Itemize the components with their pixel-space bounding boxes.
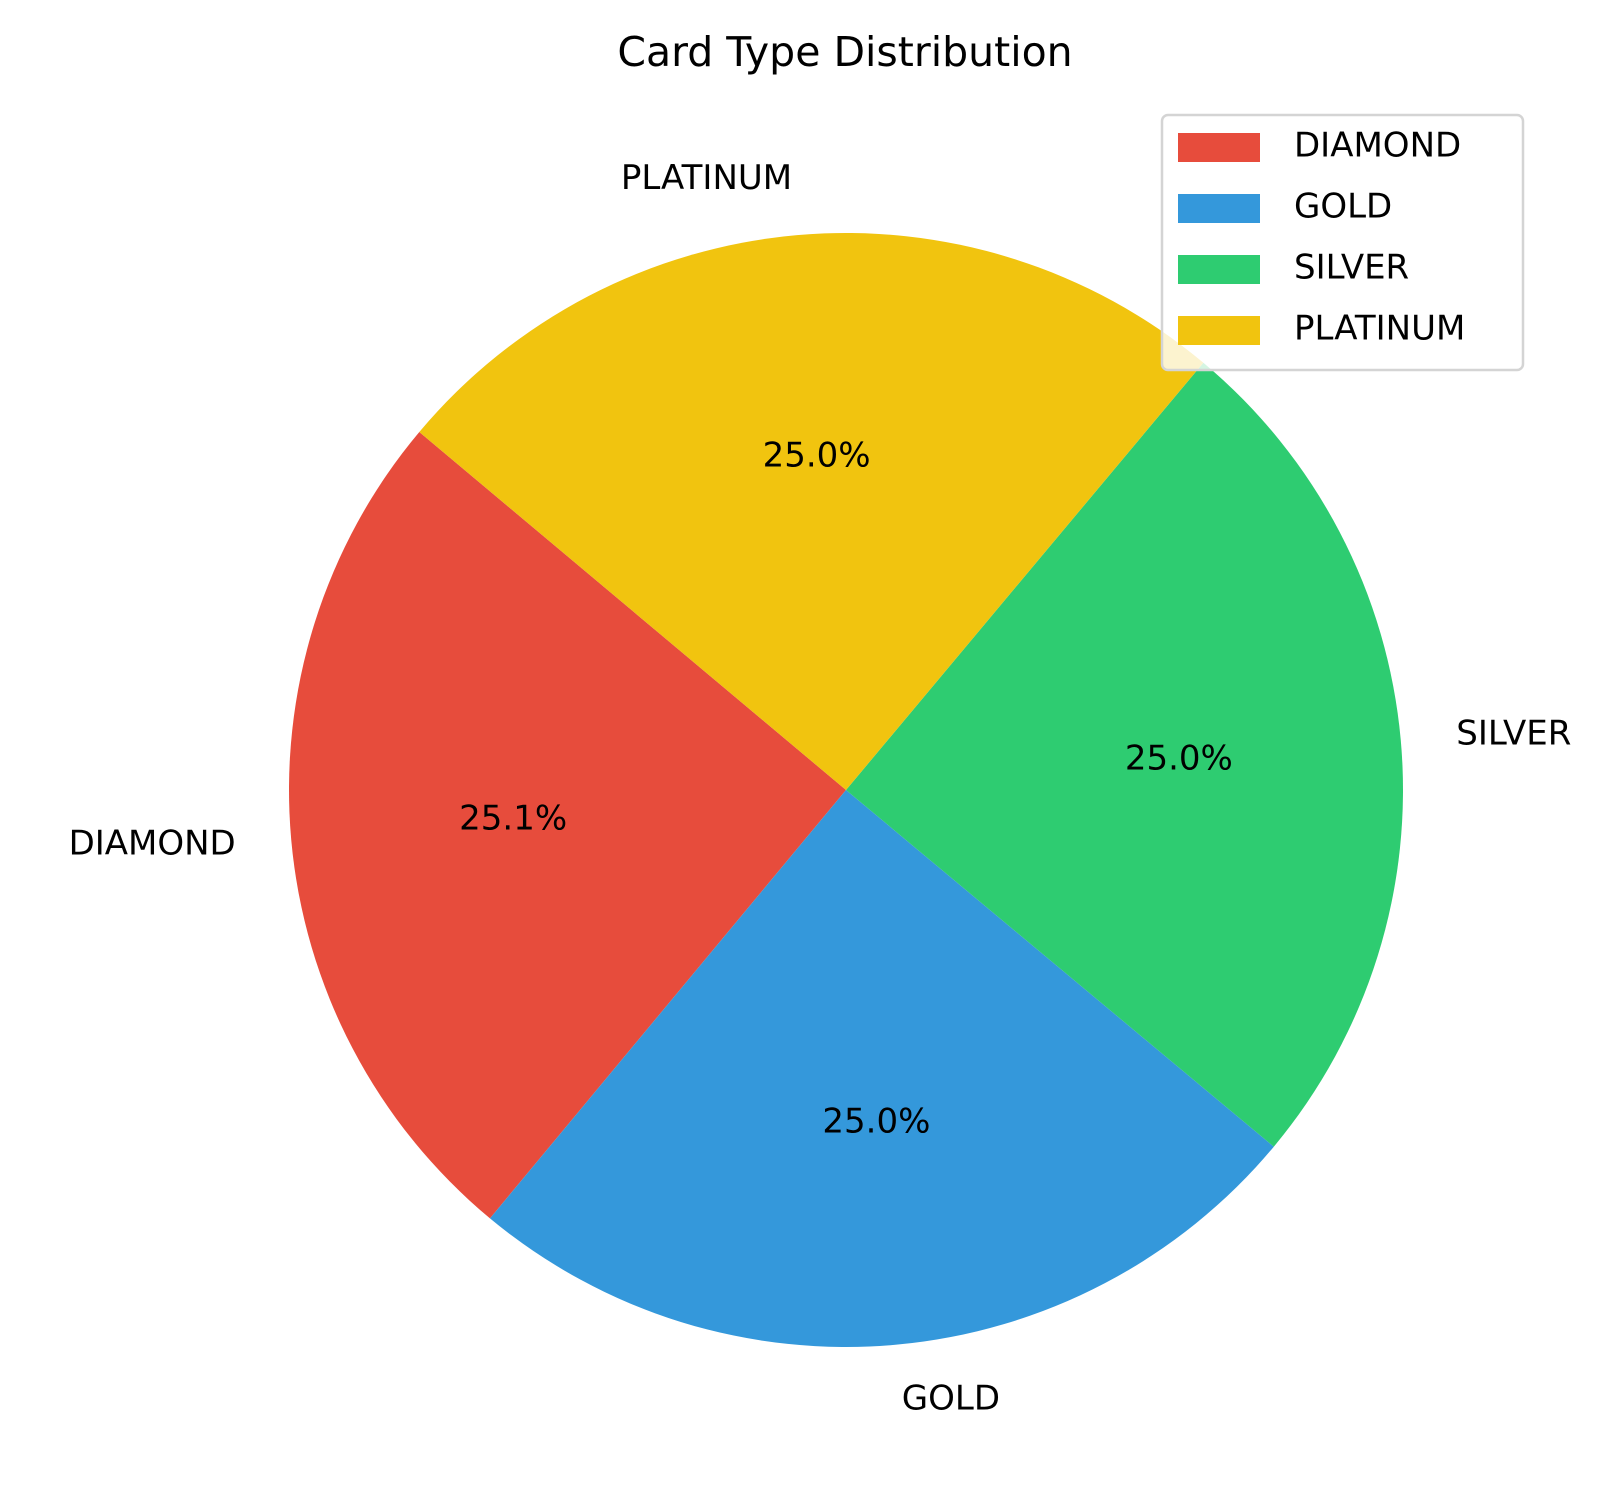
legend: DIAMOND GOLD SILVER PLATINUM — [1160, 113, 1525, 372]
category-labels: DIAMOND GOLD SILVER PLATINUM — [69, 158, 1572, 1418]
legend-swatch-platinum — [1178, 316, 1260, 345]
percent-label-diamond: 25.1% — [459, 798, 567, 838]
legend-swatch-diamond — [1178, 133, 1260, 162]
legend-frame — [1160, 113, 1525, 372]
legend-label-platinum: PLATINUM — [1294, 309, 1465, 349]
pie-slice-silver — [846, 362, 1403, 1147]
pie-slice-diamond — [288, 431, 846, 1219]
percentage-labels: 25.1% 25.0% 25.0% 25.0% — [459, 436, 1233, 1142]
percent-label-gold: 25.0% — [822, 1101, 930, 1141]
percent-label-platinum: 25.0% — [763, 436, 871, 476]
category-label-diamond: DIAMOND — [69, 823, 236, 863]
pie-slice-platinum — [419, 233, 1204, 790]
category-label-gold: GOLD — [902, 1379, 1000, 1419]
percent-label-silver: 25.0% — [1125, 739, 1233, 779]
legend-swatch-gold — [1178, 194, 1260, 223]
legend-label-gold: GOLD — [1294, 187, 1392, 227]
category-label-silver: SILVER — [1456, 714, 1571, 754]
category-label-platinum: PLATINUM — [621, 158, 792, 198]
pie-slices — [288, 233, 1403, 1347]
legend-swatch-silver — [1178, 255, 1260, 284]
pie-slice-gold — [489, 790, 1274, 1347]
chart-title: Card Type Distribution — [617, 28, 1072, 76]
legend-label-silver: SILVER — [1294, 248, 1409, 288]
legend-label-diamond: DIAMOND — [1294, 126, 1461, 166]
